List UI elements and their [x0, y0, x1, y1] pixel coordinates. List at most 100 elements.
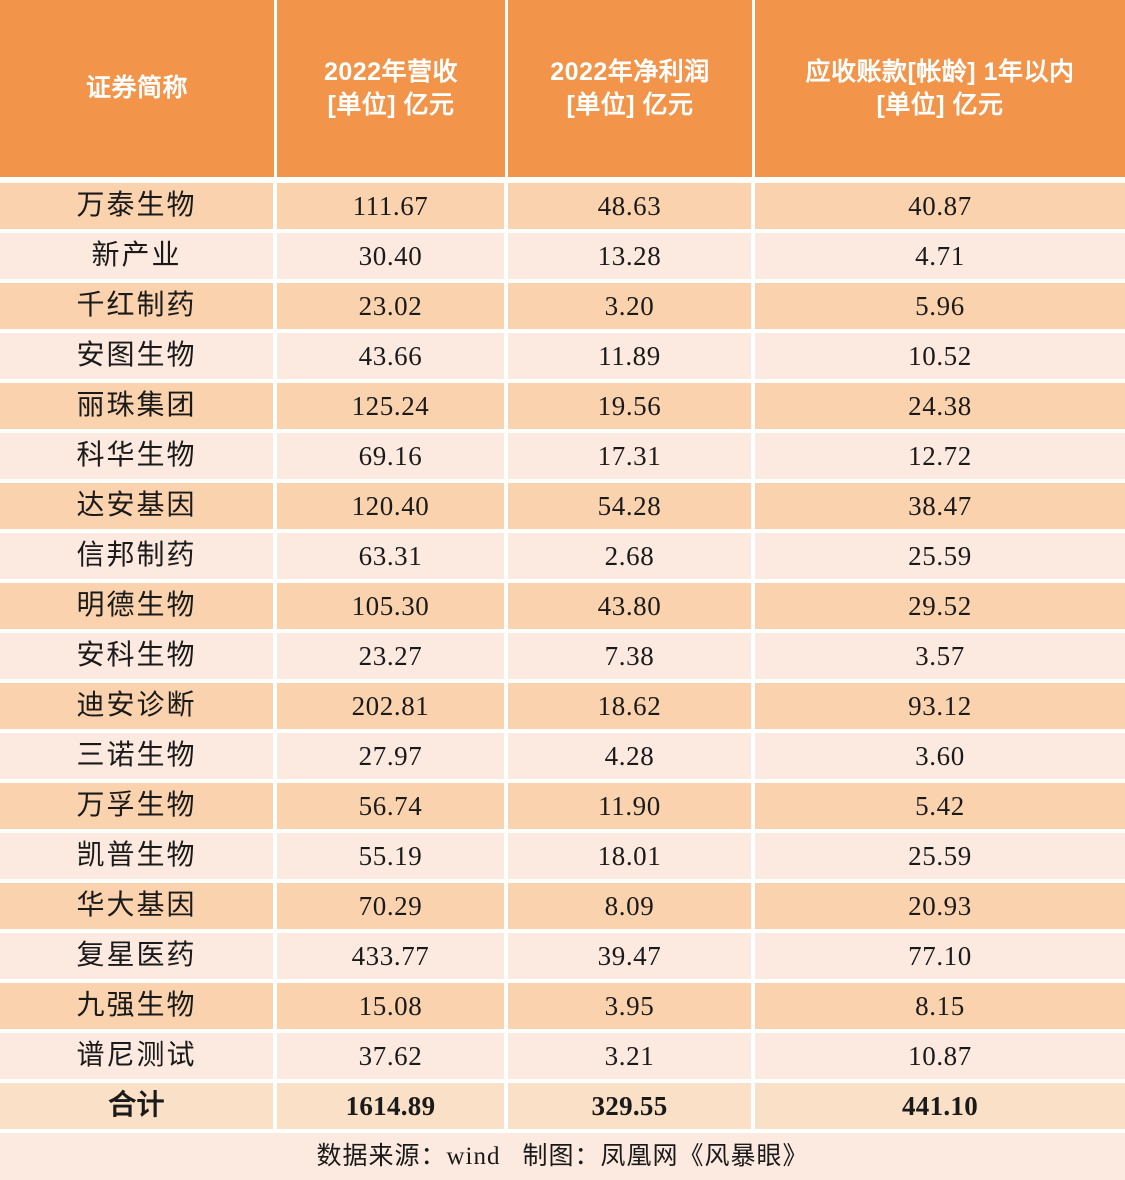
cell-profit: 18.01 — [508, 833, 755, 883]
cell-receivable: 10.87 — [755, 1033, 1125, 1083]
cell-profit: 54.28 — [508, 483, 755, 533]
financial-data-table: 证券简称 2022年营收 [单位] 亿元 2022年净利润 [单位] 亿元 应收… — [0, 0, 1125, 1133]
table-row: 丽珠集团 125.24 19.56 24.38 — [0, 383, 1125, 433]
cell-profit: 13.28 — [508, 233, 755, 283]
footer-source-label: 数据来源： — [316, 1143, 447, 1170]
column-header-revenue: 2022年营收 [单位] 亿元 — [277, 0, 508, 183]
cell-revenue: 55.19 — [277, 833, 508, 883]
table-row: 迪安诊断 202.81 18.62 93.12 — [0, 683, 1125, 733]
cell-profit: 43.80 — [508, 583, 755, 633]
cell-security-name: 三诺生物 — [0, 733, 277, 783]
cell-profit: 39.47 — [508, 933, 755, 983]
header-line-1: 证券简称 — [85, 74, 188, 103]
cell-receivable: 93.12 — [755, 683, 1125, 733]
cell-revenue: 111.67 — [277, 183, 508, 233]
header-row: 证券简称 2022年营收 [单位] 亿元 2022年净利润 [单位] 亿元 应收… — [0, 0, 1125, 183]
cell-security-name: 科华生物 — [0, 433, 277, 483]
cell-security-name: 新产业 — [0, 233, 277, 283]
cell-revenue: 63.31 — [277, 533, 508, 583]
cell-revenue: 56.74 — [277, 783, 508, 833]
header-line-2: [单位] 亿元 — [566, 90, 694, 119]
cell-security-name: 安图生物 — [0, 333, 277, 383]
table-row: 达安基因 120.40 54.28 38.47 — [0, 483, 1125, 533]
cell-security-name: 万泰生物 — [0, 183, 277, 233]
cell-security-name: 信邦制药 — [0, 533, 277, 583]
cell-receivable: 77.10 — [755, 933, 1125, 983]
cell-total-revenue: 1614.89 — [277, 1083, 508, 1133]
cell-receivable: 29.52 — [755, 583, 1125, 633]
header-line-2: [单位] 亿元 — [876, 90, 1004, 119]
cell-total-profit: 329.55 — [508, 1083, 755, 1133]
cell-security-name: 安科生物 — [0, 633, 277, 683]
cell-receivable: 38.47 — [755, 483, 1125, 533]
cell-security-name: 华大基因 — [0, 883, 277, 933]
table-row: 新产业 30.40 13.28 4.71 — [0, 233, 1125, 283]
footer-source-note: 数据来源：wind 制图：凤凰网《风暴眼》 — [0, 1133, 1125, 1180]
cell-revenue: 105.30 — [277, 583, 508, 633]
cell-security-name: 丽珠集团 — [0, 383, 277, 433]
cell-receivable: 40.87 — [755, 183, 1125, 233]
cell-revenue: 23.02 — [277, 283, 508, 333]
cell-profit: 48.63 — [508, 183, 755, 233]
table-row: 信邦制药 63.31 2.68 25.59 — [0, 533, 1125, 583]
table-row: 万孚生物 56.74 11.90 5.42 — [0, 783, 1125, 833]
cell-revenue: 15.08 — [277, 983, 508, 1033]
footer-source-value: wind — [446, 1143, 501, 1170]
cell-profit: 3.21 — [508, 1033, 755, 1083]
table-row: 九强生物 15.08 3.95 8.15 — [0, 983, 1125, 1033]
header-line-1: 应收账款[帐龄] 1年以内 — [805, 58, 1075, 86]
column-header-receivables: 应收账款[帐龄] 1年以内 [单位] 亿元 — [755, 0, 1125, 183]
cell-receivable: 10.52 — [755, 333, 1125, 383]
header-line-1: 2022年净利润 — [550, 58, 710, 86]
cell-receivable: 5.96 — [755, 283, 1125, 333]
cell-receivable: 4.71 — [755, 233, 1125, 283]
table-total-row: 合计 1614.89 329.55 441.10 — [0, 1083, 1125, 1133]
cell-profit: 3.95 — [508, 983, 755, 1033]
cell-profit: 18.62 — [508, 683, 755, 733]
cell-receivable: 12.72 — [755, 433, 1125, 483]
cell-total-label: 合计 — [0, 1083, 277, 1133]
footer-credit-label: 制图： — [522, 1143, 601, 1170]
cell-profit: 8.09 — [508, 883, 755, 933]
column-header-net-profit: 2022年净利润 [单位] 亿元 — [508, 0, 755, 183]
cell-profit: 11.89 — [508, 333, 755, 383]
cell-revenue: 125.24 — [277, 383, 508, 433]
column-header-security-name: 证券简称 — [0, 0, 277, 183]
table-body: 万泰生物 111.67 48.63 40.87 新产业 30.40 13.28 4.71 千红制… — [0, 183, 1125, 1133]
cell-receivable: 20.93 — [755, 883, 1125, 933]
cell-revenue: 30.40 — [277, 233, 508, 283]
cell-revenue: 23.27 — [277, 633, 508, 683]
table-row: 千红制药 23.02 3.20 5.96 — [0, 283, 1125, 333]
cell-profit: 2.68 — [508, 533, 755, 583]
cell-receivable: 25.59 — [755, 833, 1125, 883]
cell-revenue: 70.29 — [277, 883, 508, 933]
cell-security-name: 万孚生物 — [0, 783, 277, 833]
cell-receivable: 3.60 — [755, 733, 1125, 783]
table-row: 三诺生物 27.97 4.28 3.60 — [0, 733, 1125, 783]
cell-revenue: 37.62 — [277, 1033, 508, 1083]
table-row: 华大基因 70.29 8.09 20.93 — [0, 883, 1125, 933]
table-row: 谱尼测试 37.62 3.21 10.87 — [0, 1033, 1125, 1083]
cell-revenue: 433.77 — [277, 933, 508, 983]
cell-revenue: 27.97 — [277, 733, 508, 783]
cell-receivable: 5.42 — [755, 783, 1125, 833]
cell-security-name: 达安基因 — [0, 483, 277, 533]
cell-security-name: 凯普生物 — [0, 833, 277, 883]
cell-total-receivable: 441.10 — [755, 1083, 1125, 1133]
table-row: 凯普生物 55.19 18.01 25.59 — [0, 833, 1125, 883]
cell-revenue: 120.40 — [277, 483, 508, 533]
cell-profit: 7.38 — [508, 633, 755, 683]
table-row: 明德生物 105.30 43.80 29.52 — [0, 583, 1125, 633]
footer-credit-value: 凤凰网《风暴眼》 — [600, 1143, 809, 1170]
cell-receivable: 24.38 — [755, 383, 1125, 433]
cell-revenue: 43.66 — [277, 333, 508, 383]
table-row: 科华生物 69.16 17.31 12.72 — [0, 433, 1125, 483]
cell-security-name: 复星医药 — [0, 933, 277, 983]
cell-profit: 11.90 — [508, 783, 755, 833]
cell-profit: 3.20 — [508, 283, 755, 333]
cell-security-name: 谱尼测试 — [0, 1033, 277, 1083]
header-line-2: [单位] 亿元 — [327, 90, 455, 119]
cell-profit: 19.56 — [508, 383, 755, 433]
cell-receivable: 8.15 — [755, 983, 1125, 1033]
cell-security-name: 明德生物 — [0, 583, 277, 633]
